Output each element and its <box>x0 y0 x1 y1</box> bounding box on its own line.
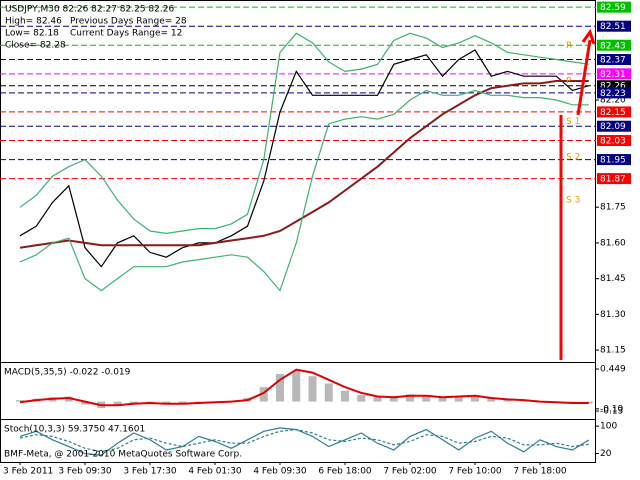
x-tick-label: 4 Feb 01:30 <box>188 467 242 477</box>
x-tick-label: 7 Feb 10:00 <box>448 467 502 477</box>
macd-bar <box>81 401 89 405</box>
macd-bar <box>178 401 187 404</box>
range-text: Previous Days Range= 28 <box>70 17 187 27</box>
info-text: High= 82.46 <box>5 17 62 27</box>
macd-bar <box>308 376 317 402</box>
y-tick-label: -0.13 <box>600 407 623 417</box>
y-tick-label: -0.10 <box>600 404 624 414</box>
level-label: 82.23 <box>600 89 626 99</box>
macd-bar <box>341 390 349 402</box>
y-tick-label: 81.30 <box>600 310 626 320</box>
macd-bar <box>373 397 382 402</box>
info-text: Low= 82.18 <box>5 29 59 39</box>
level-label-box <box>597 39 631 51</box>
price-line <box>19 89 589 292</box>
signal-line <box>19 368 589 407</box>
macd-bar <box>389 396 398 402</box>
macd-bar <box>454 395 463 402</box>
level-label: 82.31 <box>600 70 626 80</box>
price-line <box>19 49 589 268</box>
macd-bar <box>64 396 73 402</box>
level-label: 82.03 <box>600 137 626 147</box>
macd-bar <box>519 400 528 402</box>
macd-bar <box>292 371 301 402</box>
level-label: 82.37 <box>600 56 626 66</box>
macd-bar <box>16 400 24 402</box>
level-label-box <box>597 80 631 92</box>
y-tick-label: 81.15 <box>600 346 626 356</box>
level-label-box <box>597 1 631 13</box>
level-label: 82.15 <box>600 108 626 118</box>
pivot-label: S 1 <box>566 117 580 127</box>
level-label-box <box>597 120 631 132</box>
y-tick-label: 20 <box>600 449 612 459</box>
x-tick-label: 3 Feb 2011 <box>3 467 53 477</box>
y-tick-label: 0.449 <box>600 365 626 375</box>
pivot-label: S 2 <box>566 153 580 163</box>
y-tick-label: 81.75 <box>600 203 626 213</box>
macd-bar <box>422 395 431 402</box>
y-tick-label: 82.20 <box>600 96 626 106</box>
price-line <box>19 80 589 249</box>
level-label-box <box>597 154 631 166</box>
price-line <box>19 32 589 235</box>
level-label: 81.87 <box>600 175 626 185</box>
plot-frame <box>0 0 596 463</box>
level-label: 82.43 <box>600 41 626 51</box>
level-label: 82.51 <box>600 22 626 32</box>
macd-bar <box>113 401 122 406</box>
macd-bar <box>129 401 138 404</box>
level-label: 81.95 <box>600 156 626 166</box>
level-label-box <box>597 54 631 66</box>
level-label-box <box>597 135 631 147</box>
range-text: Current Days Range= 12 <box>70 29 182 39</box>
x-tick-label: 4 Feb 09:30 <box>253 467 307 477</box>
y-tick-label: 81.45 <box>600 274 626 284</box>
pivot-label: S 3 <box>566 196 580 206</box>
pivot-label: P <box>566 76 572 86</box>
y-tick-label: 100 <box>600 422 617 432</box>
macd-bar <box>324 383 333 402</box>
y-tick-label: 81.60 <box>600 238 626 248</box>
macd-bar <box>487 397 496 402</box>
copyright: BMF-Meta, @ 2001-2010 MetaQuotes Softwar… <box>4 450 242 460</box>
macd-bar <box>276 374 284 402</box>
chart-title: USDJPY,M30 82.26 82.27 82.25 82.26 <box>5 5 174 15</box>
x-tick-label: 6 Feb 18:00 <box>318 467 372 477</box>
level-label-box <box>597 87 631 99</box>
level-label: 82.09 <box>600 122 626 132</box>
info-text: Close= 82.28 <box>5 41 66 51</box>
level-label-box <box>597 106 631 118</box>
x-tick-label: 3 Feb 17:30 <box>123 467 177 477</box>
level-label-box <box>597 173 631 185</box>
stoch-line <box>19 428 589 453</box>
x-tick-label: 7 Feb 02:00 <box>383 467 437 477</box>
level-label-box <box>597 20 631 32</box>
macd-bar <box>471 395 479 402</box>
marker-arrow <box>576 28 596 116</box>
level-label-box <box>597 68 631 80</box>
x-tick-label: 7 Feb 18:00 <box>513 467 567 477</box>
x-tick-label: 3 Feb 09:30 <box>58 467 112 477</box>
level-label: 82.59 <box>600 3 626 13</box>
level-label: 82.26 <box>600 82 626 92</box>
stoch-line <box>19 427 590 456</box>
panel-title: Stoch(10,3,3) 59.3750 47.1601 <box>4 425 145 435</box>
macd-bar <box>406 394 414 402</box>
macd-bar <box>438 397 447 402</box>
pivot-label: R <box>566 41 572 51</box>
macd-bar <box>503 399 512 402</box>
macd-bar <box>259 387 268 402</box>
panel-title: MACD(5,35,5) -0.022 -0.019 <box>4 368 131 378</box>
macd-bar <box>357 395 366 402</box>
